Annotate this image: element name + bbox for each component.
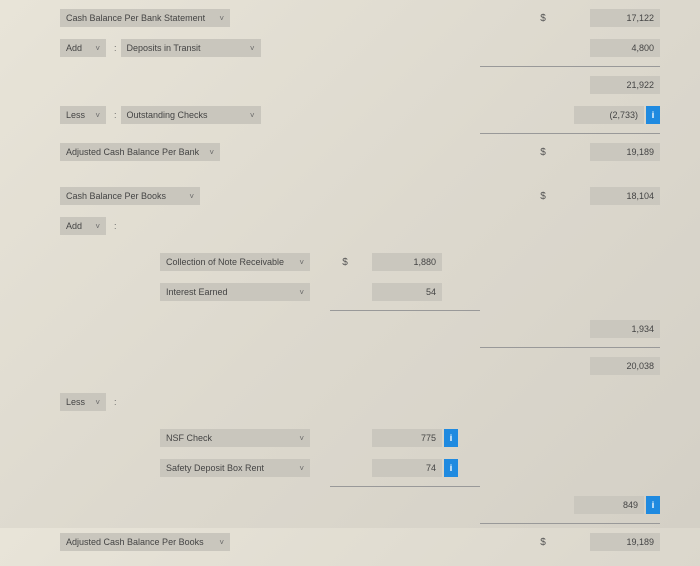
chevron-down-icon: ˅ (209, 148, 214, 157)
less-op-select-1[interactable]: Less ˅ (60, 106, 106, 124)
chevron-down-icon: ˅ (299, 434, 304, 443)
info-icon[interactable]: i (646, 496, 660, 514)
amount-adj-bank[interactable]: 19,189 (590, 143, 660, 161)
amount-add2-sub[interactable]: 1,934 (590, 320, 660, 338)
chevron-down-icon: ˅ (250, 44, 255, 53)
item-label: Collection of Note Receivable (166, 257, 284, 267)
item-label: Deposits in Transit (127, 43, 201, 53)
amount-subtotal-2[interactable]: 20,038 (590, 357, 660, 375)
chevron-down-icon: ˅ (219, 538, 224, 547)
colon: : (114, 221, 117, 231)
chevron-down-icon: ˅ (95, 398, 100, 407)
item-label: Interest Earned (166, 287, 228, 297)
chevron-down-icon: ˅ (95, 111, 100, 120)
op-label: Less (66, 397, 85, 407)
cash-per-books-select[interactable]: Cash Balance Per Books ˅ (60, 187, 200, 205)
chevron-down-icon: ˅ (219, 14, 224, 23)
amount-cash-books[interactable]: 18,104 (590, 187, 660, 205)
amount-adj-books[interactable]: 19,189 (590, 533, 660, 551)
op-label: Add (66, 43, 82, 53)
amount-interest[interactable]: 54 (372, 283, 442, 301)
op-label: Add (66, 221, 82, 231)
chevron-down-icon: ˅ (299, 288, 304, 297)
label: Adjusted Cash Balance Per Books (66, 537, 204, 547)
amount-less2-sub[interactable]: 849 (574, 496, 644, 514)
amount-subtotal-1[interactable]: 21,922 (590, 76, 660, 94)
chevron-down-icon: ˅ (95, 44, 100, 53)
amount-safety[interactable]: 74 (372, 459, 442, 477)
info-icon[interactable]: i (646, 106, 660, 124)
adjusted-bank-select[interactable]: Adjusted Cash Balance Per Bank ˅ (60, 143, 220, 161)
colon: : (114, 43, 117, 53)
amount-deposits[interactable]: 4,800 (590, 39, 660, 57)
currency-symbol: $ (536, 537, 550, 548)
add-op-select-2[interactable]: Add ˅ (60, 217, 106, 235)
label: Cash Balance Per Bank Statement (66, 13, 205, 23)
safety-deposit-select[interactable]: Safety Deposit Box Rent ˅ (160, 459, 310, 477)
chevron-down-icon: ˅ (189, 192, 194, 201)
amount-outstanding[interactable]: (2,733) (574, 106, 644, 124)
nsf-check-select[interactable]: NSF Check ˅ (160, 429, 310, 447)
deposits-in-transit-select[interactable]: Deposits in Transit ˅ (121, 39, 261, 57)
info-icon[interactable]: i (444, 429, 458, 447)
chevron-down-icon: ˅ (299, 258, 304, 267)
currency-symbol: $ (536, 191, 550, 202)
chevron-down-icon: ˅ (95, 222, 100, 231)
adjusted-books-select[interactable]: Adjusted Cash Balance Per Books ˅ (60, 533, 230, 551)
amount-cash-bank-stmt[interactable]: 17,122 (590, 9, 660, 27)
colon: : (114, 110, 117, 120)
currency-symbol: $ (536, 13, 550, 24)
amount-nsf[interactable]: 775 (372, 429, 442, 447)
outstanding-checks-select[interactable]: Outstanding Checks ˅ (121, 106, 261, 124)
cash-per-bank-statement-select[interactable]: Cash Balance Per Bank Statement ˅ (60, 9, 230, 27)
colon: : (114, 397, 117, 407)
interest-earned-select[interactable]: Interest Earned ˅ (160, 283, 310, 301)
item-label: Safety Deposit Box Rent (166, 463, 264, 473)
chevron-down-icon: ˅ (250, 111, 255, 120)
item-label: Outstanding Checks (127, 110, 208, 120)
less-op-select-2[interactable]: Less ˅ (60, 393, 106, 411)
collection-note-select[interactable]: Collection of Note Receivable ˅ (160, 253, 310, 271)
amount-collection[interactable]: 1,880 (372, 253, 442, 271)
chevron-down-icon: ˅ (299, 464, 304, 473)
currency-symbol: $ (338, 257, 352, 268)
item-label: NSF Check (166, 433, 212, 443)
label: Adjusted Cash Balance Per Bank (66, 147, 199, 157)
add-op-select-1[interactable]: Add ˅ (60, 39, 106, 57)
label: Cash Balance Per Books (66, 191, 166, 201)
info-icon[interactable]: i (444, 459, 458, 477)
op-label: Less (66, 110, 85, 120)
currency-symbol: $ (536, 147, 550, 158)
